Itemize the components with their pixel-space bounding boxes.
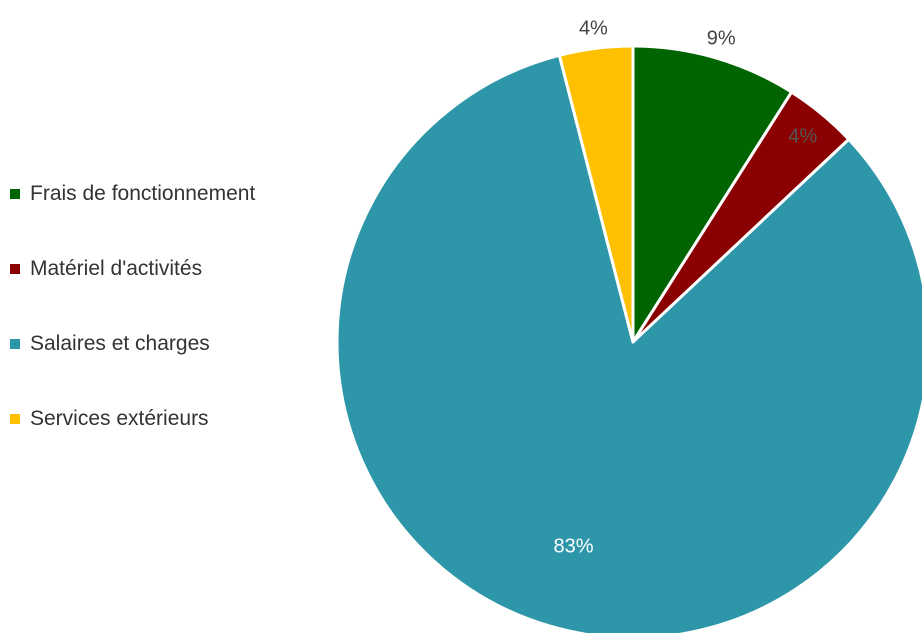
pie-slice-0 (631, 44, 794, 344)
pie-slice-2 (335, 53, 922, 633)
pie-slice-3 (557, 44, 635, 344)
legend-label: Salaires et charges (30, 332, 210, 355)
legend-swatch (10, 339, 20, 349)
slice-label-2: 83% (553, 536, 593, 558)
legend-swatch (10, 414, 20, 424)
slice-label-3: 4% (579, 18, 608, 40)
legend-item-salaires-et-charges: Salaires et charges (10, 328, 255, 360)
legend-item-materiel-d-activites: Matériel d'activités (10, 253, 255, 285)
legend-item-frais-de-fonctionnement: Frais de fonctionnement (10, 178, 255, 210)
legend-swatch (10, 189, 20, 199)
legend-label: Services extérieurs (30, 407, 209, 430)
chart-legend: Frais de fonctionnement Matériel d'activ… (10, 178, 255, 478)
slice-label-1: 4% (788, 126, 817, 148)
legend-label: Matériel d'activités (30, 257, 203, 280)
legend-label: Frais de fonctionnement (30, 182, 256, 205)
legend-item-services-exterieurs: Services extérieurs (10, 403, 255, 435)
legend-swatch (10, 264, 20, 274)
slice-label-0: 9% (707, 28, 736, 50)
